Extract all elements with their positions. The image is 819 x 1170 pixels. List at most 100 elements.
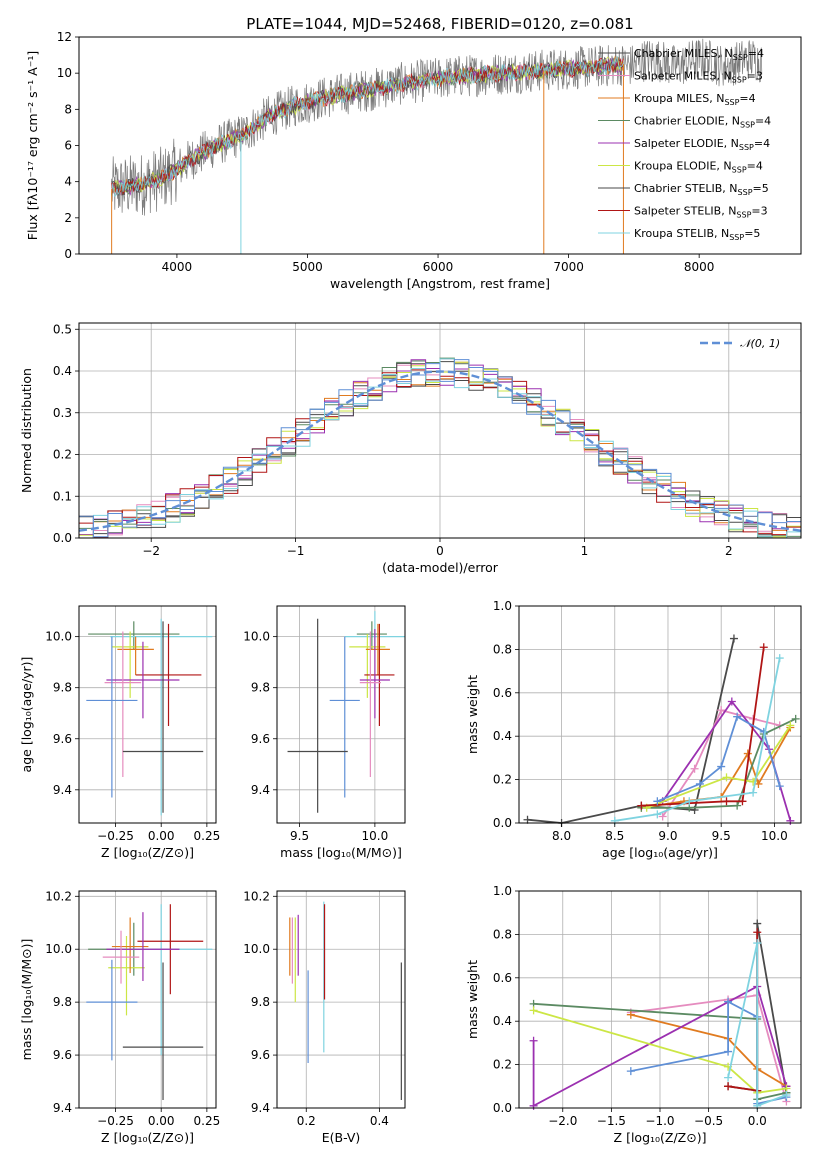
errorbar-point [110, 618, 213, 816]
x-tick-label: 0.00 [148, 829, 175, 843]
axes-frame [78, 890, 217, 1109]
mass-weight-line [630, 994, 788, 1102]
mass-weight-marker [786, 721, 795, 730]
legend-entry: Chabrier STELIB, NSSP=5 [634, 182, 769, 197]
x-tick-label: −2.0 [548, 1114, 577, 1128]
y-tick-label: 9.6 [53, 1048, 72, 1062]
errorbar-point [104, 631, 142, 778]
x-tick-label: −1.0 [645, 1114, 674, 1128]
mass-weight-marker [724, 1073, 733, 1082]
y-tick-label: 9.6 [53, 732, 72, 746]
age-vs-Z-errorbars [86, 618, 213, 816]
y-axis-label: mass weight [465, 960, 480, 1039]
errorbar-point [86, 636, 138, 798]
y-axis-label: Normed distribution [19, 368, 34, 493]
legend-entry-sub: SSP [738, 188, 753, 197]
model-spectrum-line [111, 55, 624, 197]
mass-weight-marker [690, 764, 699, 773]
legend-entry: Salpeter ELODIE, NSSP=4 [634, 137, 770, 152]
x-tick-label: 10.0 [362, 829, 389, 843]
mass-weight-marker [724, 1082, 733, 1091]
mass-weight-marker [775, 654, 784, 663]
mass-weight-marker [523, 815, 532, 824]
mass-vs-EBV-panel: 0.2 0.4 9.4 9.6 9.8 10.0 10.2 E(B-V) [243, 889, 406, 1145]
mass-weight-marker [695, 779, 704, 788]
model-spectrum-line [111, 56, 624, 195]
y-tick-label: 0.2 [493, 773, 512, 787]
axes-frame [78, 605, 217, 824]
x-axis-label: E(B-V) [322, 1130, 361, 1145]
y-tick-label: 0.8 [493, 927, 512, 941]
spectrum-panel: PLATE=1044, MJD=52468, FIBERID=0120, z=0… [25, 15, 802, 291]
y-tick-label: 0.5 [53, 322, 72, 336]
y-tick-label: 10.0 [45, 630, 72, 644]
legend-entry-sub: SSP [724, 98, 739, 107]
errorbar-point [349, 634, 386, 698]
y-tick-label: 10 [57, 66, 72, 80]
y-tick-label: 0.6 [493, 971, 512, 985]
legend-entry-tail: =5 [753, 182, 769, 195]
mass-weight-marker [754, 779, 763, 788]
x-tick-label: 0.2 [297, 1114, 316, 1128]
y-tick-label: 0.4 [53, 364, 72, 378]
legend-entry-tail: =4 [754, 137, 770, 150]
x-axis-label: (data-model)/error [382, 560, 499, 575]
legend-entry-name: Kroupa STELIB, N [634, 227, 729, 240]
x-tick-label: 0.25 [194, 829, 221, 843]
mass-weight-marker [729, 634, 738, 643]
mass-weight-marker [753, 919, 762, 928]
y-axis-label: mass [log₁₀(M/M⊙)] [19, 939, 34, 1061]
axes-frame [518, 605, 802, 824]
massweight-vs-age-panel: 8.0 8.5 9.0 9.5 10.0 0.0 0.2 0.4 0.6 0.8 1.0 age [l… [465, 599, 802, 860]
y-tick-label: 1.0 [493, 884, 512, 898]
mass-weight-marker [724, 997, 733, 1006]
mass-weight-marker [722, 797, 731, 806]
x-tick-label: 10.0 [761, 829, 788, 843]
y-tick-label: 9.8 [251, 681, 270, 695]
y-tick-label: 0.2 [493, 1058, 512, 1072]
mass-weight-marker [653, 810, 662, 819]
x-tick-label: 9.5 [712, 829, 731, 843]
mass-weight-marker [529, 1101, 538, 1110]
legend-entry-name: Salpeter ELODIE, N [634, 137, 739, 150]
x-tick-label: 9.5 [290, 829, 309, 843]
y-tick-label: 9.4 [53, 783, 72, 797]
x-axis-label: Z [log₁₀(Z/Z⊙)] [101, 845, 194, 860]
errorbar-point [287, 618, 348, 813]
y-tick-label: 9.6 [251, 732, 270, 746]
residuals-panel: −2 −1 0 1 2 0.0 0.1 0.2 0.3 0.4 0.5 (data-model)/er… [19, 322, 802, 575]
y-tick-label: 0.6 [493, 686, 512, 700]
errorbar-point [117, 636, 154, 675]
y-tick-label: 10.2 [45, 889, 72, 903]
legend-entry-name: Salpeter MILES, N [634, 70, 732, 83]
legend-entry-tail: =3 [747, 70, 763, 83]
mass-weight-marker [775, 782, 784, 791]
errorbar-point [86, 959, 138, 1061]
massweight-vs-Z-panel: −2.0 −1.5 −1.0 −0.5 0.0 0.0 0.2 0.4 0.6 0.8 1.0 Z [… [465, 884, 802, 1145]
mass-vs-Z-panel: −0.25 0.00 0.25 9.4 9.6 9.8 10.0 10.2 Z [log₁₀(Z… [19, 889, 220, 1145]
y-tick-label: 9.4 [251, 1101, 270, 1115]
model-spectrum-line [111, 57, 624, 196]
y-tick-label: 0.8 [493, 642, 512, 656]
legend-entry-name: Kroupa ELODIE, N [634, 160, 732, 173]
x-tick-label: 4000 [162, 260, 193, 274]
mass-weight-marker [749, 788, 758, 797]
legend-entry-name: Salpeter STELIB, N [634, 205, 736, 218]
errorbar-point [364, 623, 395, 726]
gaussian-curve [78, 370, 802, 532]
mass-weight-marker [529, 1036, 538, 1045]
legend-entry-name: Chabrier STELIB, N [634, 182, 738, 195]
y-tick-label: 0.0 [493, 1101, 512, 1115]
age-vs-Z-panel: −0.25 0.00 0.25 9.4 9.6 9.8 10.0 Z [log₁₀(Z/Z⊙)… [19, 605, 221, 860]
mass-weight-marker [626, 1010, 635, 1019]
legend-entry: Salpeter MILES, NSSP=3 [634, 70, 763, 85]
model-spectrum-line [111, 56, 624, 196]
errorbar-point [108, 935, 145, 1016]
mass-weight-line [533, 1009, 787, 1094]
y-tick-label: 10.0 [243, 942, 270, 956]
legend-entry-sub: SSP [732, 166, 747, 175]
axes-frame [276, 890, 406, 1109]
mass-vs-EBV-errorbars [289, 901, 402, 1101]
mass-weight-marker [786, 816, 795, 825]
